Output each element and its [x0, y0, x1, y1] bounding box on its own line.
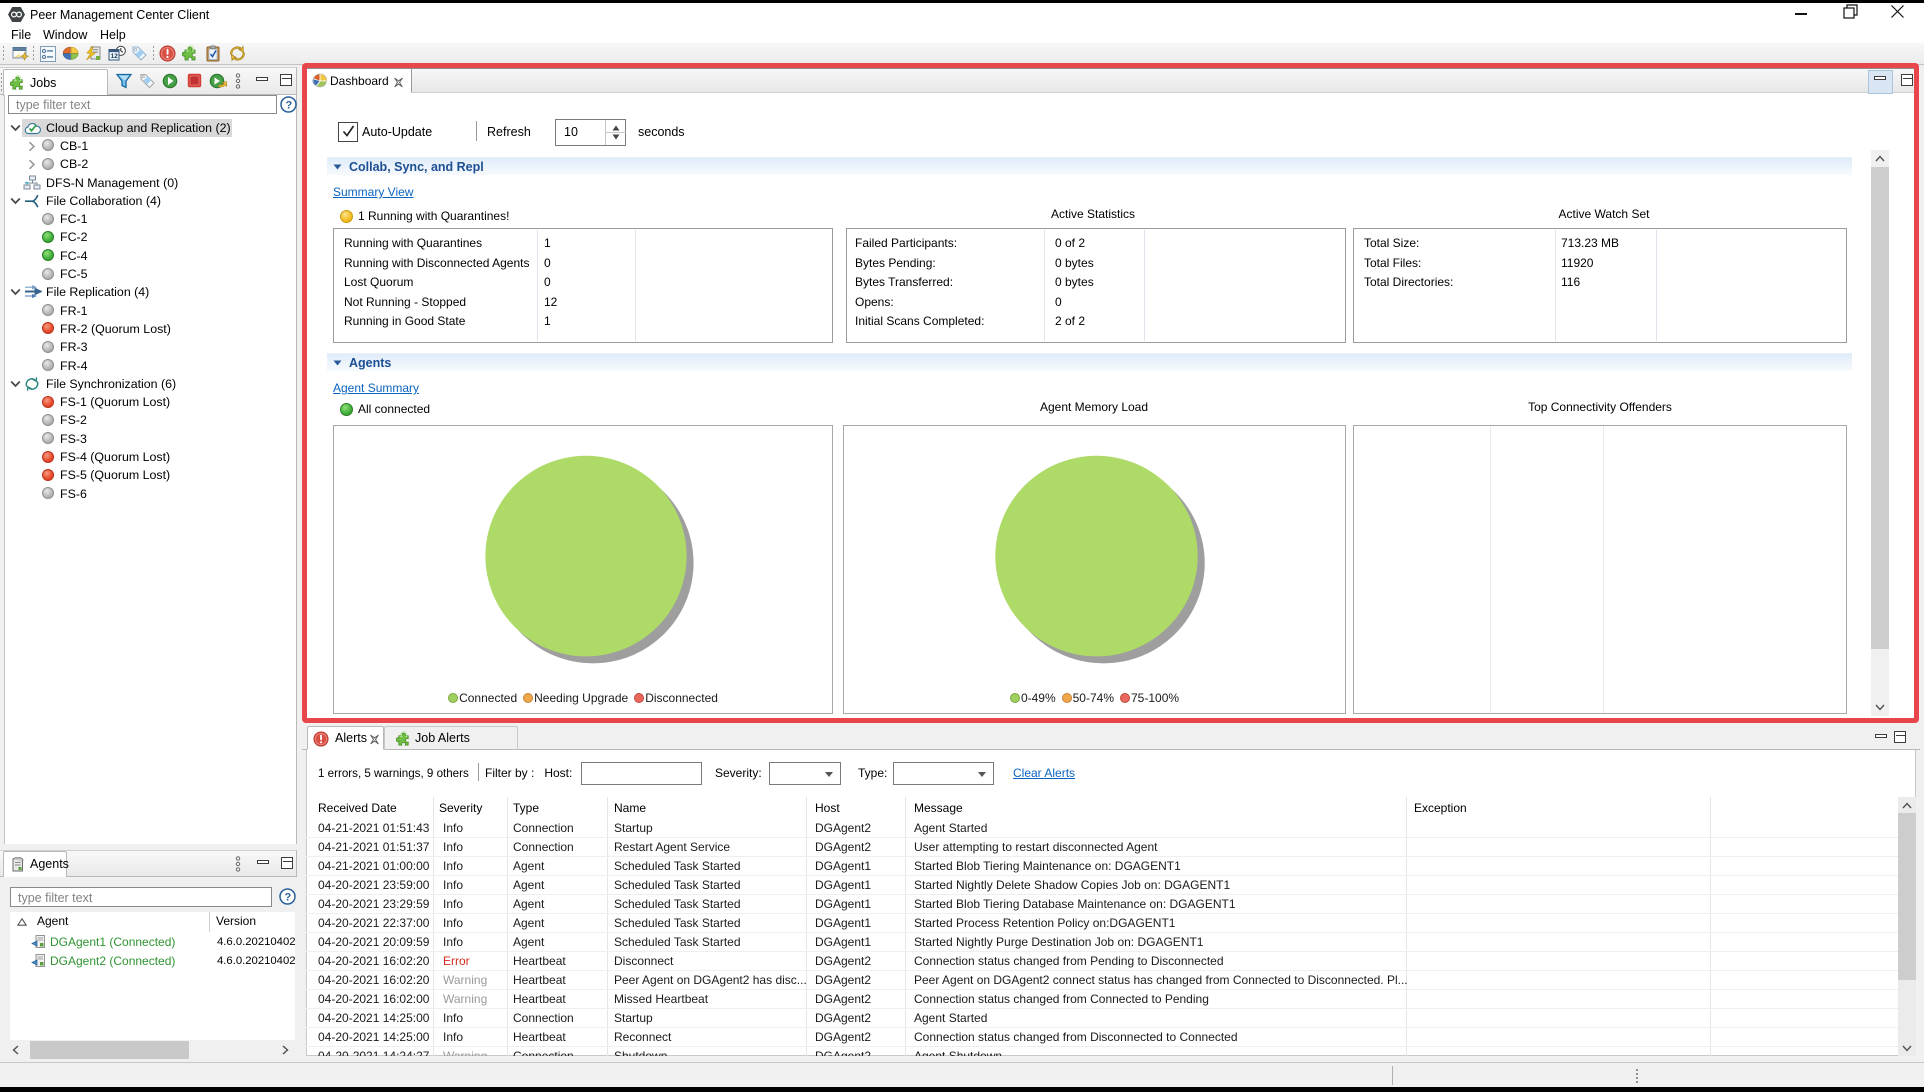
svg-text:?: ? — [286, 100, 293, 112]
svg-text:?: ? — [285, 892, 292, 904]
svg-text:12: 12 — [111, 53, 119, 60]
